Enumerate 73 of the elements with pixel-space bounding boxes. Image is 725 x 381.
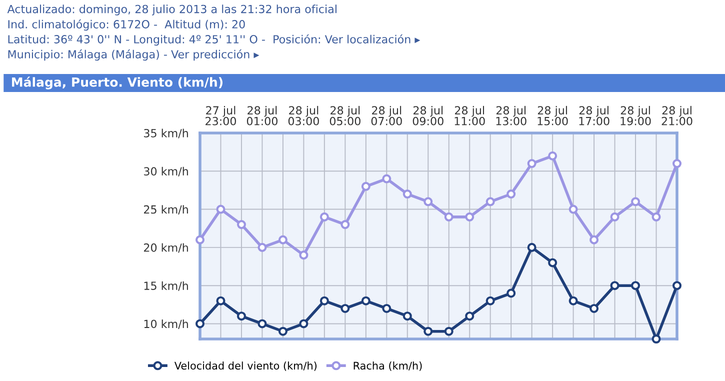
point <box>548 258 558 268</box>
point <box>610 281 620 290</box>
point <box>465 212 474 222</box>
y-tick-label: 35 km/h <box>144 128 188 138</box>
point <box>444 212 454 222</box>
chart-title: Málaga, Puerto. Viento (km/h) <box>12 76 223 90</box>
x-tick-label: 28 jul 01:00 <box>246 106 278 126</box>
x-tick-label: 28 jul 13:00 <box>496 106 526 126</box>
point <box>672 281 682 290</box>
point <box>631 197 640 206</box>
point <box>361 182 370 191</box>
x-tick-label: 28 jul 19:00 <box>620 106 651 126</box>
x-tick-label: 28 jul 09:00 <box>412 106 444 126</box>
point <box>340 220 350 230</box>
point <box>299 319 308 328</box>
point <box>424 326 433 336</box>
legend-label: Velocidad del viento (km/h) <box>174 362 316 371</box>
x-tick-label: 28 jul 21:00 <box>662 106 692 126</box>
point <box>320 212 329 222</box>
text: Actualizado: domingo, 28 julio 2013 a las 21:32 hora oficial <box>7 4 336 16</box>
point <box>361 296 370 306</box>
y-tick-label: 25 km/h <box>144 205 188 215</box>
point <box>506 288 516 298</box>
point <box>631 281 640 290</box>
point <box>486 296 495 306</box>
point <box>236 312 246 321</box>
point <box>465 312 474 321</box>
point <box>568 204 578 214</box>
point <box>216 204 226 214</box>
x-tick-label: 28 jul 11:00 <box>454 106 485 126</box>
point <box>652 212 661 222</box>
point <box>382 304 392 313</box>
point <box>402 312 412 321</box>
point <box>568 296 578 306</box>
point <box>444 326 454 336</box>
point <box>258 319 267 328</box>
y-tick-label: 30 km/h <box>144 166 188 176</box>
text: Latitud: 36º 43' 0'' N - Longitud: 4º 25' 11'' O - Posición: Ver localización ▸ <box>8 34 420 46</box>
point <box>382 174 392 184</box>
point <box>340 304 350 313</box>
point <box>486 197 495 206</box>
point <box>236 220 246 230</box>
x-tick-label: 27 jul 23:00 <box>206 106 236 126</box>
y-tick-label: 20 km/h <box>144 243 188 253</box>
legend-label: Racha (km/h) <box>354 362 422 371</box>
x-tick-label: 28 jul 05:00 <box>330 106 360 126</box>
point <box>195 319 205 328</box>
point <box>195 235 205 244</box>
point <box>258 242 267 252</box>
point <box>278 326 288 336</box>
x-tick-label: 28 jul 17:00 <box>579 106 610 126</box>
point <box>590 304 599 313</box>
text: Ind. climatológico: 6172O - Altitud (m): 20 <box>8 19 245 31</box>
point <box>652 334 661 344</box>
point <box>548 151 558 160</box>
x-tick-label: 28 jul 07:00 <box>371 106 402 126</box>
point <box>506 190 516 199</box>
point <box>672 159 682 168</box>
point <box>590 235 599 244</box>
point <box>278 235 288 244</box>
point <box>527 242 536 252</box>
y-tick-label: 15 km/h <box>144 281 188 291</box>
y-tick-label: 10 km/h <box>144 320 188 329</box>
point <box>299 250 308 260</box>
point <box>320 296 329 306</box>
point <box>527 159 536 168</box>
point <box>610 212 620 222</box>
x-tick-label: 28 jul 03:00 <box>288 106 319 126</box>
point <box>424 197 433 206</box>
x-tick-label: 28 jul 15:00 <box>538 106 568 126</box>
point <box>402 190 412 199</box>
text: Municipio: Málaga (Málaga) - Ver predicción ▸ <box>8 49 260 61</box>
point <box>216 296 226 306</box>
